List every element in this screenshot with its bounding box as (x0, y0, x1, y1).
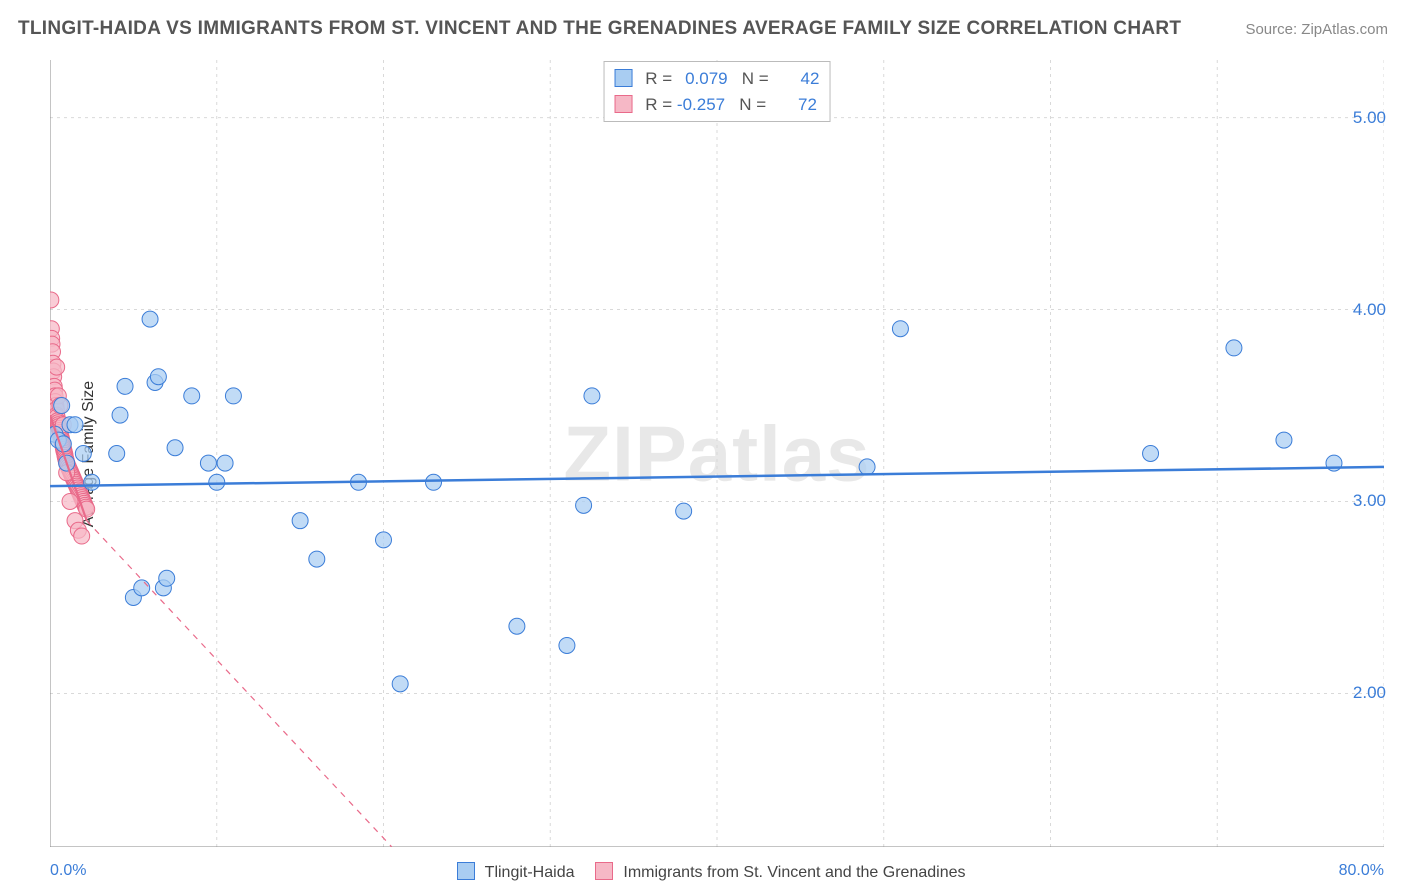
swatch-blue-icon (615, 69, 633, 87)
source-label: Source: ZipAtlas.com (1245, 21, 1388, 38)
chart-title: TLINGIT-HAIDA VS IMMIGRANTS FROM ST. VIN… (18, 18, 1181, 40)
scatter-plot (50, 60, 1384, 847)
swatch-pink-icon (615, 95, 633, 113)
y-tick-label: 4.00 (1353, 300, 1386, 320)
stats-row-blue: R = 0.079 N = 42 (615, 66, 820, 92)
stats-row-pink: R = -0.257 N = 72 (615, 92, 820, 118)
n-value-pink: 72 (771, 92, 817, 118)
r-value-blue: 0.079 (682, 66, 728, 92)
legend-label-blue: Tlingit-Haida (485, 864, 575, 881)
legend-swatch-blue-icon (457, 862, 475, 880)
stats-legend-box: R = 0.079 N = 42 R = -0.257 N = 72 (604, 61, 831, 122)
chart-area: ZIPatlas Average Family Size R = 0.079 N… (50, 60, 1384, 847)
n-value-blue: 42 (773, 66, 819, 92)
r-value-pink: -0.257 (677, 92, 725, 118)
y-tick-label: 2.00 (1353, 683, 1386, 703)
bottom-legend: Tlingit-Haida Immigrants from St. Vincen… (0, 862, 1406, 882)
legend-label-pink: Immigrants from St. Vincent and the Gren… (623, 864, 965, 881)
legend-swatch-pink-icon (595, 862, 613, 880)
y-tick-label: 5.00 (1353, 108, 1386, 128)
y-tick-label: 3.00 (1353, 491, 1386, 511)
